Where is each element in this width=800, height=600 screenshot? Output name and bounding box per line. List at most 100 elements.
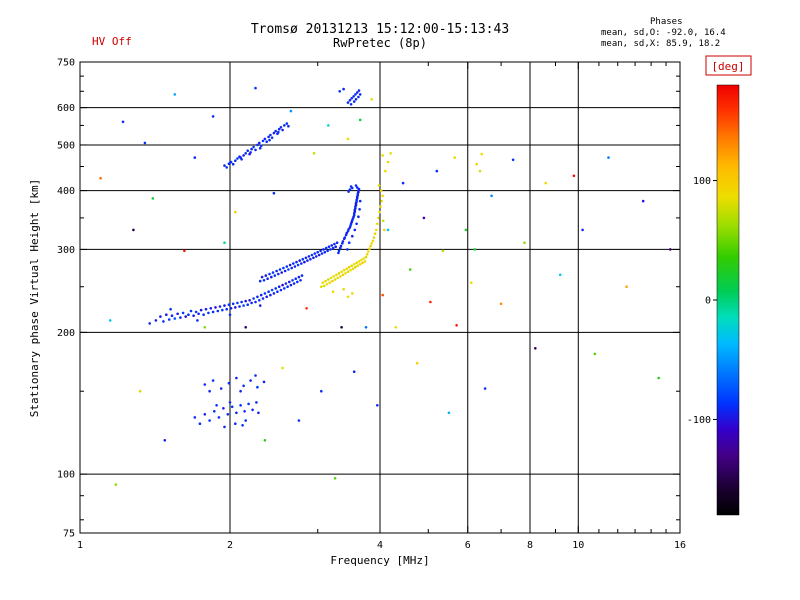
colorbar: 100 0 -100 xyxy=(687,84,740,516)
data-point xyxy=(381,194,385,198)
data-point xyxy=(239,156,242,159)
data-point xyxy=(333,477,337,480)
data-point xyxy=(339,246,342,250)
data-point xyxy=(350,264,354,268)
data-point xyxy=(340,270,343,274)
phases-heading: Phases xyxy=(650,17,683,27)
data-point xyxy=(292,262,295,265)
data-point xyxy=(364,326,368,329)
data-point xyxy=(357,190,360,194)
colorbar-label-box xyxy=(705,55,752,76)
data-point xyxy=(384,169,387,173)
data-point xyxy=(193,416,197,419)
data-point xyxy=(225,307,228,311)
data-point xyxy=(386,228,390,232)
data-point xyxy=(265,295,269,299)
data-point xyxy=(227,381,231,385)
data-point xyxy=(248,299,251,302)
data-point xyxy=(197,312,200,316)
data-point xyxy=(581,228,584,232)
data-point xyxy=(346,295,350,299)
data-point xyxy=(408,268,412,271)
data-point xyxy=(289,283,293,287)
data-point xyxy=(243,410,246,413)
data-point xyxy=(209,307,213,310)
data-point xyxy=(258,279,262,283)
data-point xyxy=(208,389,211,393)
data-point xyxy=(288,263,292,267)
data-point xyxy=(354,93,357,96)
data-point xyxy=(273,274,277,277)
data-point xyxy=(169,307,172,311)
data-point xyxy=(214,306,217,309)
data-point xyxy=(389,152,392,155)
data-point xyxy=(447,411,451,415)
data-point xyxy=(378,210,381,214)
data-point xyxy=(319,249,322,253)
data-point xyxy=(355,197,359,200)
data-point xyxy=(523,241,526,244)
data-point xyxy=(234,159,237,162)
data-point xyxy=(277,130,280,134)
data-point xyxy=(247,402,250,406)
y-axis-label: Stationary phase Virtual Height [km] xyxy=(28,179,41,417)
data-point xyxy=(225,166,228,169)
data-point xyxy=(189,309,193,313)
data-point xyxy=(272,131,276,135)
data-point xyxy=(203,383,207,386)
data-point xyxy=(328,281,332,285)
data-point xyxy=(252,297,255,300)
data-point xyxy=(558,273,562,277)
data-point xyxy=(394,326,398,329)
data-point xyxy=(231,162,235,166)
data-point xyxy=(344,272,347,275)
data-point xyxy=(435,169,439,173)
data-point xyxy=(305,307,308,310)
data-point xyxy=(290,266,294,270)
data-point xyxy=(121,120,125,124)
data-point xyxy=(258,146,262,150)
data-point xyxy=(241,424,244,427)
data-point xyxy=(323,250,327,254)
data-point xyxy=(301,257,305,261)
colorbar-tick-label: 100 xyxy=(693,176,711,187)
data-point xyxy=(475,162,478,166)
data-point xyxy=(277,127,281,131)
data-point xyxy=(239,389,242,393)
data-point xyxy=(235,411,238,415)
data-point xyxy=(381,293,385,297)
data-point xyxy=(268,138,271,142)
data-point xyxy=(499,302,503,306)
data-point xyxy=(234,422,237,426)
data-point xyxy=(354,265,357,269)
data-point xyxy=(473,248,477,251)
data-point xyxy=(234,306,237,309)
data-point xyxy=(256,295,259,299)
data-point xyxy=(265,140,269,143)
data-point xyxy=(365,253,369,256)
data-point xyxy=(371,239,375,243)
colorbar-label: [deg] xyxy=(711,60,744,73)
data-point xyxy=(223,164,226,167)
data-point xyxy=(297,419,301,422)
data-point xyxy=(211,379,215,382)
data-point xyxy=(260,275,264,279)
data-point xyxy=(341,242,344,245)
data-point xyxy=(593,352,597,356)
data-point xyxy=(316,250,320,254)
data-point xyxy=(283,269,287,273)
data-point xyxy=(354,203,358,207)
data-point xyxy=(346,270,350,274)
data-point xyxy=(335,241,339,244)
data-point xyxy=(483,387,487,390)
data-point xyxy=(267,135,270,139)
data-point xyxy=(269,293,272,297)
data-point xyxy=(216,309,220,313)
data-point xyxy=(354,98,358,101)
data-point xyxy=(429,300,432,304)
data-point xyxy=(337,272,341,275)
data-point xyxy=(267,290,270,294)
data-point xyxy=(380,199,383,203)
data-point xyxy=(285,122,289,125)
